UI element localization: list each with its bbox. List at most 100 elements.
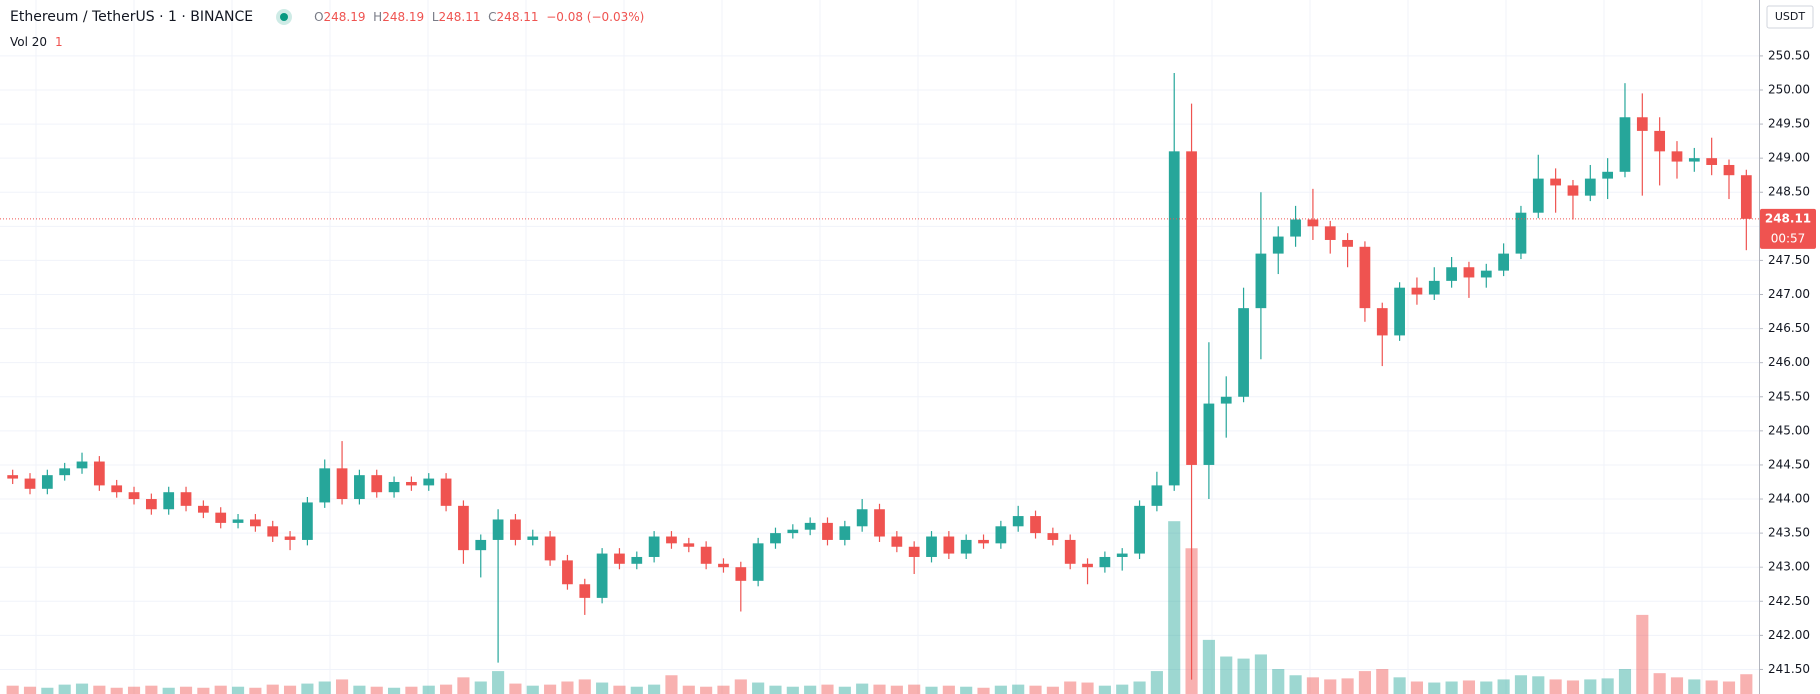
volume-bar	[1566, 680, 1580, 694]
y-tick-label: 247.50	[1768, 253, 1810, 267]
candle-body	[336, 468, 348, 500]
volume-bar	[804, 685, 817, 694]
volume-bar	[93, 685, 106, 694]
candle-body	[544, 536, 556, 561]
candle-body	[735, 567, 747, 581]
candle-body	[1307, 219, 1319, 227]
candle-body	[891, 536, 903, 547]
volume-bar	[873, 684, 886, 694]
volume-bar	[925, 686, 938, 694]
volume-legend[interactable]: Vol 20 1	[10, 35, 63, 49]
candle-body	[1203, 403, 1215, 465]
volume-bar	[1393, 677, 1406, 694]
candle-body	[926, 536, 937, 557]
volume-bar	[1012, 684, 1025, 694]
candle-body	[1359, 246, 1371, 309]
volume-bar	[1740, 674, 1753, 694]
candle-body	[1636, 117, 1648, 131]
volume-bar	[1081, 682, 1094, 694]
volume-bar	[752, 682, 765, 694]
candle-body	[1706, 158, 1718, 165]
volume-bar	[1064, 681, 1077, 694]
candle-body	[683, 543, 695, 547]
candle-body	[1151, 485, 1163, 506]
candle-body	[1671, 151, 1683, 162]
volume-bar	[1618, 669, 1632, 694]
header: Ethereum / TetherUS · 1 · BINANCE O248.1…	[10, 9, 644, 25]
volume-bar	[1116, 684, 1129, 694]
candle-body	[510, 519, 521, 540]
volume-bar	[1341, 678, 1354, 694]
volume-bar	[58, 684, 71, 694]
y-tick-label: 249.50	[1768, 117, 1810, 131]
market-status[interactable]	[279, 12, 288, 21]
volume-bar	[682, 685, 695, 694]
volume-bar	[1445, 681, 1458, 694]
volume-bar	[1202, 639, 1215, 694]
volume-bar	[1168, 521, 1181, 694]
candle-body	[648, 536, 660, 557]
volume-bar	[1376, 669, 1389, 694]
currency-button[interactable]	[1766, 5, 1814, 29]
candle-body	[1220, 396, 1232, 404]
volume-bar	[353, 685, 366, 694]
volume-bar	[838, 686, 851, 694]
symbol-title[interactable]: Ethereum / TetherUS · 1 · BINANCE	[10, 9, 254, 25]
candle-body	[76, 461, 88, 469]
volume-bar	[821, 684, 834, 694]
volume-bar	[1670, 677, 1684, 694]
candle-body	[1186, 151, 1197, 465]
candle-body	[1740, 175, 1752, 219]
candle-body	[128, 492, 140, 500]
y-tick-label: 246.50	[1768, 321, 1810, 335]
volume-bar	[283, 685, 297, 694]
volume-bar	[630, 686, 643, 694]
candle-body	[1012, 516, 1024, 527]
candle-body	[1290, 219, 1301, 237]
candle-body	[631, 556, 643, 564]
candle-body	[406, 481, 417, 486]
currency-label: USDT	[1775, 10, 1806, 23]
candle-body	[874, 509, 885, 537]
volume-bar	[145, 685, 158, 694]
y-tick-label: 243.50	[1768, 526, 1810, 540]
volume-bar	[1220, 656, 1233, 694]
volume-bar	[197, 687, 210, 694]
volume-bar	[1428, 682, 1441, 694]
candle-body	[978, 539, 989, 544]
volume-bar	[41, 687, 54, 694]
legend-value: 248.11	[438, 10, 481, 24]
candle-body	[284, 536, 296, 540]
volume-bar	[301, 683, 314, 694]
candle-body	[163, 492, 175, 510]
candle-body	[562, 560, 573, 585]
y-tick-label: 244.00	[1768, 492, 1810, 506]
candle-body	[302, 502, 313, 540]
volume-bar	[734, 679, 747, 694]
candle-body	[596, 553, 608, 598]
volume-name: Vol 20	[10, 35, 48, 49]
volume-bar	[110, 687, 123, 694]
volume-bar	[1722, 681, 1736, 694]
volume-bar	[544, 684, 557, 694]
y-tick-label: 247.00	[1768, 287, 1810, 301]
candle-body	[614, 553, 625, 564]
volume-bar	[318, 681, 331, 694]
candle-body	[1082, 563, 1093, 568]
candle-body	[1446, 267, 1457, 281]
volume-bar	[1150, 671, 1163, 694]
volume-bar	[942, 685, 955, 694]
volume-bar	[1289, 675, 1302, 694]
y-tick-label: 248.50	[1768, 185, 1810, 199]
candle-body	[839, 526, 851, 540]
volume-bar	[1497, 679, 1510, 694]
volume-bar	[960, 686, 973, 694]
volume-bar	[1688, 679, 1701, 694]
volume-bar	[1029, 685, 1042, 694]
volume-bar	[249, 687, 262, 694]
volume-bar	[977, 687, 990, 694]
volume-bar	[717, 685, 730, 694]
candle-body	[1602, 171, 1614, 179]
